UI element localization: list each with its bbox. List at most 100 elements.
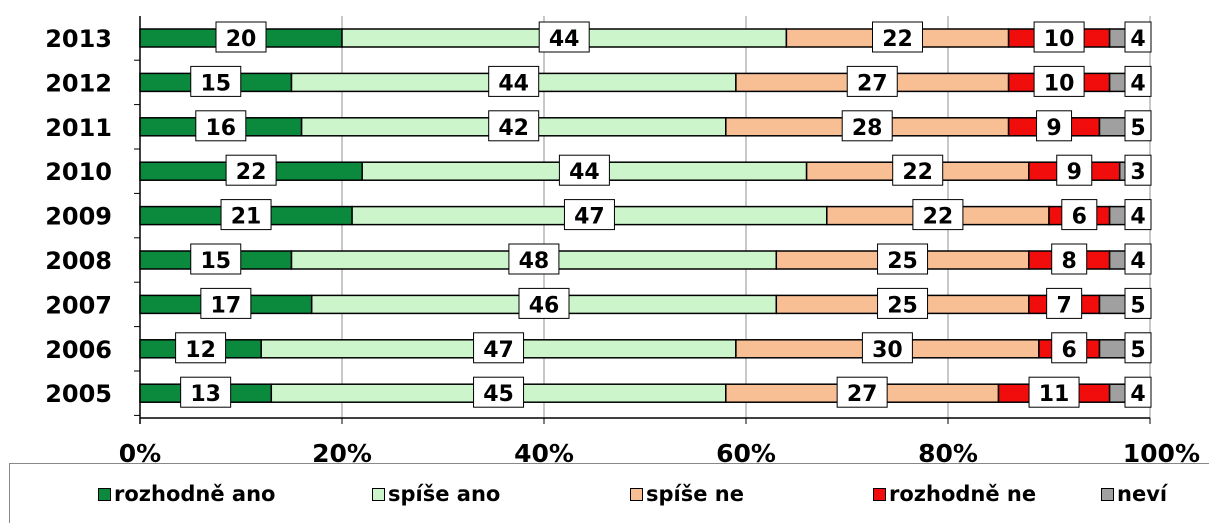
data-label-box — [1124, 110, 1152, 142]
data-label-box — [1028, 376, 1080, 408]
data-label: 10 — [1044, 27, 1075, 52]
data-label-box — [861, 332, 913, 364]
data-label: 5 — [1130, 338, 1145, 363]
category-label: 2009 — [45, 203, 112, 231]
data-label: 15 — [200, 71, 231, 96]
category-label: 2010 — [45, 158, 112, 186]
data-label-box — [1051, 243, 1088, 275]
data-label-box — [1051, 332, 1088, 364]
data-label-box — [175, 332, 227, 364]
data-label: 44 — [498, 71, 529, 96]
data-label: 9 — [1067, 160, 1082, 185]
legend-label: rozhodně ano — [114, 482, 276, 506]
category-label: 2013 — [45, 25, 112, 53]
data-label: 44 — [549, 27, 580, 52]
data-label-box — [1124, 287, 1152, 319]
category-label: 2011 — [45, 114, 112, 142]
data-label: 46 — [529, 293, 560, 318]
data-label: 16 — [205, 116, 236, 141]
legend-item: rozhodně ano — [98, 482, 275, 506]
data-label: 11 — [1039, 382, 1070, 407]
legend-item: spíše ne — [630, 482, 744, 506]
legend: rozhodně ano spíše ano spíše ne rozhodně ne… — [0, 482, 1209, 506]
category-label: 2012 — [45, 69, 112, 97]
data-label: 22 — [236, 160, 267, 185]
category-label: 2008 — [45, 247, 112, 275]
data-label-box — [1046, 287, 1083, 319]
data-label-box — [1033, 65, 1085, 97]
data-label-box — [563, 199, 615, 231]
data-label-box — [1124, 65, 1152, 97]
data-label-box — [225, 154, 277, 186]
data-label-box — [872, 21, 923, 53]
data-label: 7 — [1056, 293, 1071, 318]
data-label-box — [558, 154, 610, 186]
data-label: 22 — [902, 160, 933, 185]
data-label: 47 — [483, 338, 514, 363]
data-label: 17 — [211, 293, 242, 318]
data-label-box — [836, 376, 888, 408]
data-label: 9 — [1046, 116, 1061, 141]
data-label: 4 — [1130, 205, 1145, 230]
data-label: 42 — [498, 116, 529, 141]
data-label-box — [1056, 154, 1093, 186]
data-label: 28 — [852, 116, 883, 141]
data-label-box — [488, 110, 540, 142]
data-label: 4 — [1130, 382, 1145, 407]
data-label: 4 — [1130, 71, 1145, 96]
data-label-box — [1033, 21, 1085, 53]
data-label-box — [912, 199, 964, 231]
data-label-box — [180, 376, 232, 408]
data-label-box — [841, 110, 893, 142]
data-label: 47 — [574, 205, 605, 230]
data-label: 4 — [1130, 249, 1145, 274]
category-label: 2007 — [45, 291, 112, 319]
legend-swatch — [630, 487, 643, 501]
legend-swatch — [873, 487, 886, 501]
data-label: 8 — [1062, 249, 1077, 274]
data-label: 25 — [887, 293, 918, 318]
data-label-box — [215, 21, 267, 53]
data-label-box — [1124, 154, 1152, 186]
data-label-box — [190, 243, 242, 275]
data-label: 45 — [483, 382, 514, 407]
data-label-box — [1124, 199, 1152, 231]
legend-swatch — [372, 487, 385, 501]
data-label: 5 — [1130, 293, 1145, 318]
legend-swatch — [98, 487, 111, 501]
data-label: 22 — [882, 27, 913, 52]
data-label: 4 — [1130, 27, 1145, 52]
data-label: 3 — [1130, 160, 1145, 185]
data-label-box — [1124, 21, 1152, 53]
legend-item: neví — [1101, 482, 1167, 506]
legend-label: rozhodně ne — [889, 482, 1037, 506]
data-label-box — [473, 376, 525, 408]
data-label-box — [190, 65, 242, 97]
data-label-box — [200, 287, 252, 319]
data-label: 6 — [1072, 205, 1087, 230]
data-label-box — [508, 243, 560, 275]
legend-label: neví — [1117, 482, 1168, 506]
data-label: 48 — [519, 249, 550, 274]
data-label: 15 — [200, 249, 231, 274]
category-label: 2006 — [45, 336, 112, 364]
data-label: 21 — [231, 205, 262, 230]
data-label: 5 — [1130, 116, 1145, 141]
data-label: 27 — [857, 71, 888, 96]
data-label-box — [1036, 110, 1073, 142]
data-label: 27 — [847, 382, 878, 407]
data-label-box — [518, 287, 570, 319]
data-label-box — [1124, 243, 1152, 275]
data-label: 20 — [226, 27, 257, 52]
data-label: 44 — [569, 160, 600, 185]
data-label-box — [846, 65, 898, 97]
data-label-box — [1061, 199, 1098, 231]
data-label-box — [488, 65, 540, 97]
legend-swatch — [1101, 487, 1114, 501]
data-label: 30 — [872, 338, 903, 363]
data-label-box — [473, 332, 525, 364]
data-label-box — [195, 110, 247, 142]
data-label-box — [1124, 332, 1152, 364]
legend-item: spíše ano — [372, 482, 500, 506]
